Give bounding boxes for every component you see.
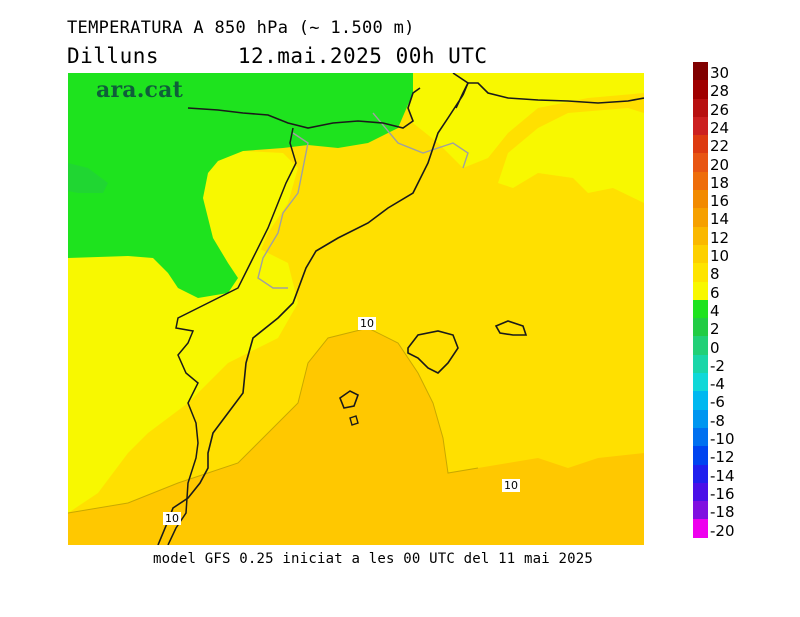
colorbar-label: 22 xyxy=(710,137,730,156)
colorbar-label: 8 xyxy=(710,265,720,284)
colorbar-swatch xyxy=(693,281,708,300)
colorbar-swatch xyxy=(693,482,708,502)
colorbar-label: -2 xyxy=(710,356,725,375)
colorbar-swatch xyxy=(693,153,708,172)
colorbar-swatch xyxy=(693,244,708,264)
colorbar-swatch xyxy=(693,135,708,154)
colorbar-label: 12 xyxy=(710,228,730,247)
colorbar-label: -14 xyxy=(710,466,735,485)
region-light-yellow-ne2 xyxy=(398,73,644,168)
colorbar-label: 30 xyxy=(710,64,730,82)
colorbar-swatch xyxy=(693,98,708,117)
colorbar-label: 0 xyxy=(710,338,720,357)
colorbar-label: 18 xyxy=(710,173,730,192)
colorbar-swatch xyxy=(693,519,708,538)
map-subtitle: Dilluns 12.mai.2025 00h UTC xyxy=(67,44,488,68)
colorbar-label: 24 xyxy=(710,118,730,137)
contour-label: 10 xyxy=(163,512,181,525)
colorbar-label: -8 xyxy=(710,411,725,430)
region-green xyxy=(68,73,413,298)
colorbar-label: -12 xyxy=(710,448,735,467)
colorbar-label: 16 xyxy=(710,192,730,211)
colorbar-label: 26 xyxy=(710,100,730,119)
contour-label: 10 xyxy=(358,317,376,330)
region-light-yellow-ne xyxy=(498,108,644,203)
contour-label: 10 xyxy=(502,479,520,492)
colorbar-swatch xyxy=(693,116,708,136)
coastline-france xyxy=(462,82,644,104)
colorbar-swatch xyxy=(693,464,708,483)
colorbar-swatch xyxy=(693,171,708,191)
colorbar-swatch xyxy=(693,62,708,81)
colorbar-swatch xyxy=(693,299,708,319)
colorbar-swatch xyxy=(693,446,708,465)
colorbar-swatch xyxy=(693,263,708,282)
colorbar-label: 20 xyxy=(710,155,730,174)
region-green-lobe xyxy=(68,163,108,193)
temperature-map: ara.cat 10 10 10 xyxy=(68,73,644,545)
island-menorca xyxy=(494,320,528,336)
brand-logo: ara.cat xyxy=(96,77,183,103)
model-info: model GFS 0.25 iniciat a les 00 UTC del … xyxy=(153,551,594,567)
colorbar-swatch xyxy=(693,190,708,209)
colorbar-label: -18 xyxy=(710,503,735,522)
colorbar-swatch xyxy=(693,409,708,428)
colorbar-swatch xyxy=(693,354,708,374)
pyrenees-line xyxy=(187,87,421,129)
colorbar-label: 2 xyxy=(710,320,720,339)
colorbar-swatch xyxy=(693,427,708,447)
border-line-2 xyxy=(372,112,469,169)
colorbar-swatch xyxy=(693,391,708,410)
region-light-yellow-center xyxy=(203,151,298,283)
colorbar-label: -16 xyxy=(710,484,735,503)
colorbar-swatch xyxy=(693,80,708,99)
colorbar-label: -6 xyxy=(710,393,725,412)
colorbar-label: 6 xyxy=(710,283,720,302)
map-title: TEMPERATURA A 850 hPa (~ 1.500 m) xyxy=(67,18,415,38)
colorbar-swatch xyxy=(693,336,708,355)
colorbar-label: 14 xyxy=(710,210,730,229)
colorbar xyxy=(693,62,708,538)
colorbar-swatch xyxy=(693,226,708,245)
colorbar-label: 10 xyxy=(710,247,730,265)
colorbar-swatch xyxy=(693,208,708,227)
island-ibiza xyxy=(339,390,359,409)
colorbar-swatch xyxy=(693,501,708,520)
contour-10 xyxy=(68,327,479,514)
island-formentera xyxy=(349,415,359,426)
island-mallorca xyxy=(407,330,459,374)
map-canvas xyxy=(68,73,644,545)
border-line xyxy=(257,132,309,289)
iberia-interior-border xyxy=(167,127,297,545)
colorbar-label: -10 xyxy=(710,430,735,448)
colorbar-swatch xyxy=(693,373,708,392)
colorbar-label: 4 xyxy=(710,301,720,320)
colorbar-label: -4 xyxy=(710,375,725,394)
colorbar-label: -20 xyxy=(710,521,735,540)
colorbar-swatch xyxy=(693,318,708,337)
colorbar-label: 28 xyxy=(710,82,730,101)
